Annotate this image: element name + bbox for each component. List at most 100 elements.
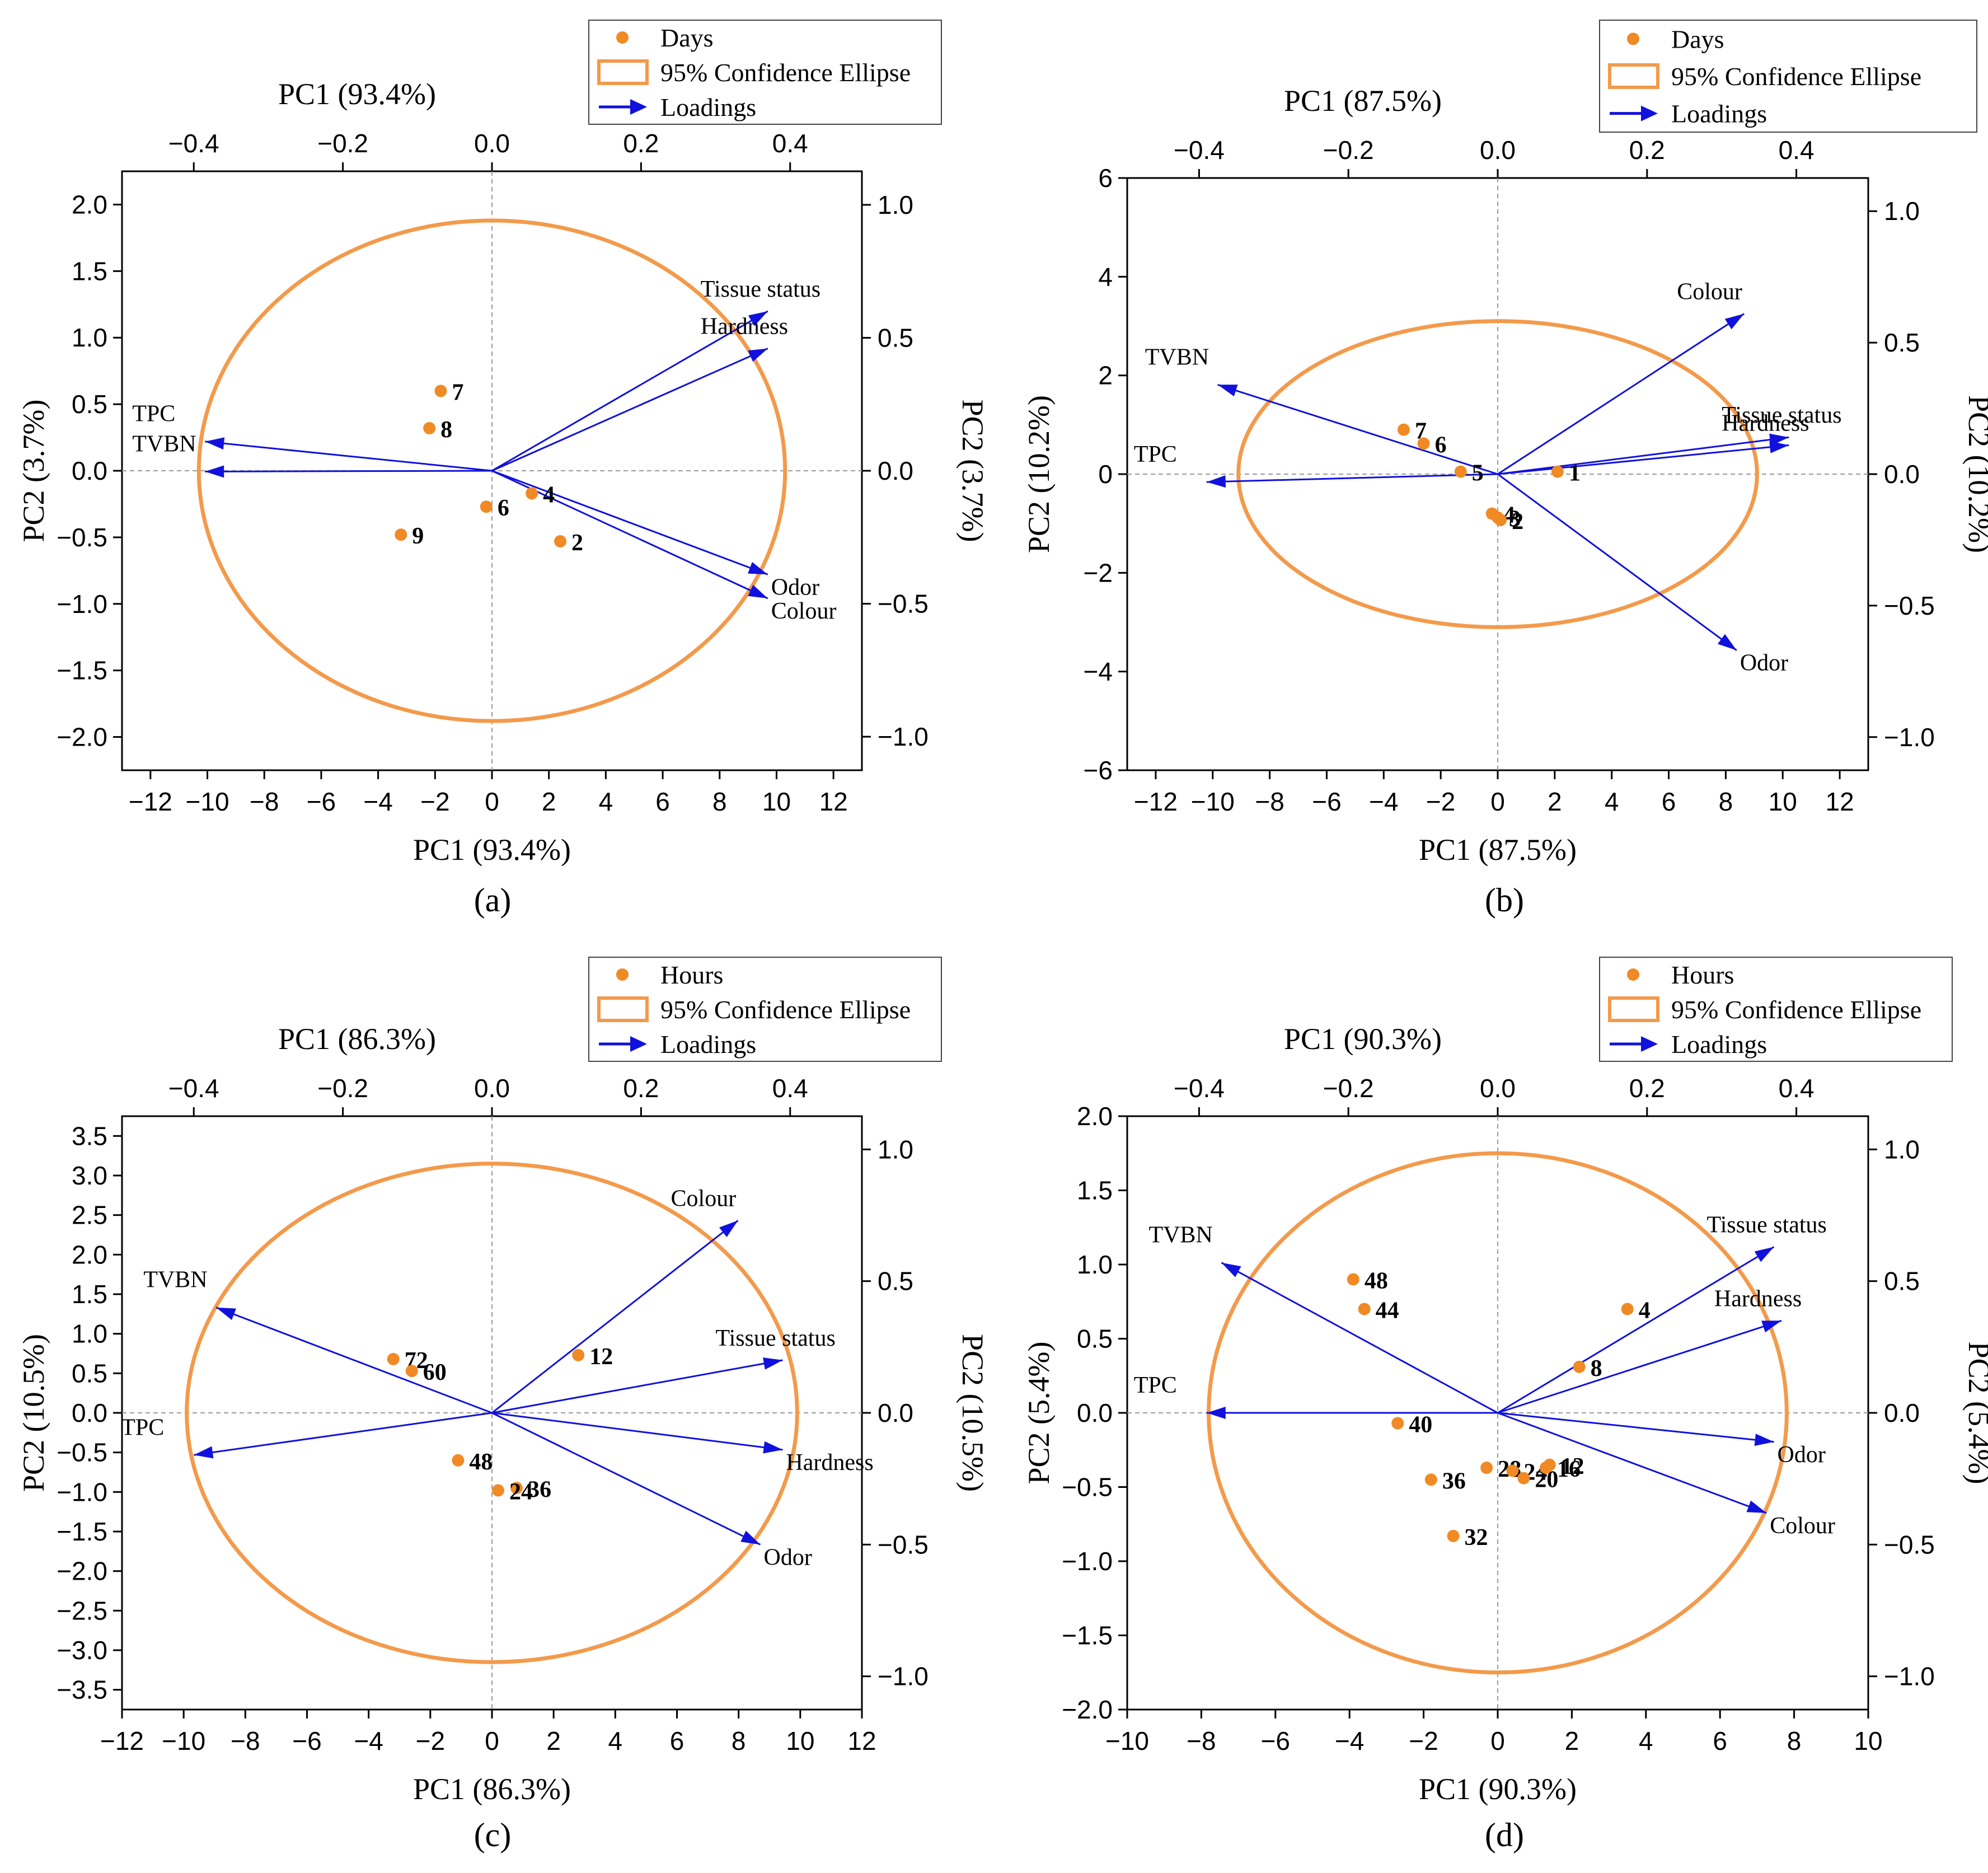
point-label: 36 xyxy=(1442,1468,1466,1494)
loading-label: Hardness xyxy=(1722,410,1809,436)
point-marker xyxy=(1347,1273,1359,1286)
right-tick-label: 1.0 xyxy=(1884,1135,1920,1164)
point-marker xyxy=(423,422,436,434)
point-marker xyxy=(1417,437,1430,450)
loading-label: TVBN xyxy=(1148,1223,1212,1248)
loading-arrowhead xyxy=(1754,1247,1774,1262)
y-tick-label: 0.5 xyxy=(72,390,107,419)
point-label: 60 xyxy=(423,1360,447,1385)
loading-tvbn: TVBN xyxy=(1148,1223,1498,1414)
legend: Hours 95% Confidence Ellipse Loadings xyxy=(588,957,942,1062)
loading-arrowhead xyxy=(1754,1434,1774,1446)
y-tick-label: −1.5 xyxy=(57,656,107,685)
data-point-48: 48 xyxy=(452,1449,493,1475)
x-tick-label: −8 xyxy=(1187,1726,1216,1755)
legend-loading-arrowhead xyxy=(630,99,647,115)
top-tick-label: 0.4 xyxy=(772,129,808,158)
y-tick-label: −1.5 xyxy=(57,1517,107,1546)
top-tick-label: 0.0 xyxy=(474,1074,510,1103)
confidence-ellipse xyxy=(185,1162,799,1664)
x-tick-label: −12 xyxy=(100,1726,144,1755)
y-axis-title: PC2 (3.7%) xyxy=(17,400,50,542)
loading-arrow-line xyxy=(194,1412,493,1456)
y-tick-label: 0.0 xyxy=(72,456,107,485)
loading-colour: Colour xyxy=(1497,1412,1835,1539)
point-label: 4 xyxy=(543,482,555,508)
right-tick-label: 0.0 xyxy=(878,1398,913,1427)
top-tick-label: 0.0 xyxy=(1480,135,1516,165)
legend-ellipse-symbol xyxy=(1608,996,1659,1022)
y-tick-label: −6 xyxy=(1084,756,1113,785)
x-tick-label: −6 xyxy=(1312,787,1341,816)
top-tick-label: 0.0 xyxy=(1480,1074,1516,1103)
loading-label: Colour xyxy=(771,598,837,624)
loading-arrowhead xyxy=(763,1441,783,1454)
loading-label: TVBN xyxy=(1145,344,1209,370)
point-label: 36 xyxy=(528,1477,551,1502)
loading-arrowhead xyxy=(748,584,768,599)
y-tick-label: −0.5 xyxy=(1062,1473,1113,1502)
x-tick-label: 0 xyxy=(1490,1726,1505,1755)
x-tick-label: −2 xyxy=(416,1726,445,1755)
loading-colour: Colour xyxy=(1497,279,1745,475)
legend-loadings-label: Loadings xyxy=(1671,100,1767,128)
x-axis-title: PC1 (93.4%) xyxy=(413,833,571,867)
y-tick-label: −4 xyxy=(1084,657,1113,686)
loading-arrow-line xyxy=(1217,383,1498,475)
top-tick-label: −0.2 xyxy=(317,1074,368,1103)
y-tick-label: −3.0 xyxy=(57,1636,107,1665)
top-tick-label: −0.2 xyxy=(317,129,368,158)
loading-arrow-line xyxy=(1497,313,1745,475)
point-marker xyxy=(480,500,493,513)
loading-tissue-status: Tissue status xyxy=(491,277,820,472)
y-tick-label: 3.5 xyxy=(72,1121,107,1150)
x-tick-label: 2 xyxy=(1548,787,1562,816)
loading-arrowhead xyxy=(748,348,768,362)
point-label: 40 xyxy=(1409,1412,1432,1438)
loading-label: TPC xyxy=(132,401,175,427)
y-tick-label: 0 xyxy=(1098,460,1113,489)
loading-hardness: Hardness xyxy=(1497,410,1809,475)
x-tick-label: 6 xyxy=(1662,787,1676,816)
right-tick-label: 0.5 xyxy=(878,1267,913,1296)
loading-arrow-line xyxy=(205,441,493,472)
data-point-44: 44 xyxy=(1358,1298,1399,1324)
right-tick-label: −1.0 xyxy=(878,722,929,751)
x-tick-label: 4 xyxy=(1605,787,1619,816)
top-tick-label: −0.4 xyxy=(1174,135,1225,165)
y-tick-label: −2.0 xyxy=(57,1557,107,1586)
data-point-60: 60 xyxy=(405,1360,447,1385)
y-tick-label: 2.0 xyxy=(72,190,107,219)
loading-tvbn: TVBN xyxy=(143,1267,493,1414)
x-tick-label: −10 xyxy=(1191,787,1235,816)
point-label: 2 xyxy=(1512,509,1523,535)
loading-label: TPC xyxy=(1134,1373,1177,1398)
point-label: 8 xyxy=(440,417,452,443)
point-marker xyxy=(1358,1303,1371,1315)
right-tick-label: 1.0 xyxy=(878,190,913,219)
point-marker xyxy=(1480,1462,1493,1474)
x-tick-label: −6 xyxy=(307,787,336,816)
x-tick-label: 10 xyxy=(786,1726,814,1755)
x-tick-label: 6 xyxy=(1713,1726,1727,1755)
x-tick-label: 0 xyxy=(485,787,499,816)
x-axis-title: PC1 (90.3%) xyxy=(1419,1772,1577,1806)
y-tick-label: 1.5 xyxy=(1077,1176,1113,1205)
point-marker xyxy=(1424,1473,1437,1486)
loading-arrow-line xyxy=(1497,444,1789,475)
y-tick-label: −1.0 xyxy=(57,1477,107,1506)
x-tick-label: 0 xyxy=(485,1726,499,1755)
data-point-40: 40 xyxy=(1391,1412,1432,1438)
right-tick-label: −0.5 xyxy=(1884,1530,1935,1559)
top-tick-label: −0.2 xyxy=(1323,1074,1374,1103)
loading-arrowhead xyxy=(194,1446,214,1459)
legend-points-label: Hours xyxy=(660,961,723,989)
loading-tvbn: TVBN xyxy=(1145,344,1498,475)
x-tick-label: 8 xyxy=(1787,1726,1802,1755)
x-tick-label: 8 xyxy=(1719,787,1733,816)
right-tick-label: 0.5 xyxy=(1884,1267,1920,1296)
loading-tpc: TPC xyxy=(1134,442,1498,488)
point-marker xyxy=(492,1484,505,1497)
point-label: 8 xyxy=(1591,1356,1602,1382)
legend-loadings-label: Loadings xyxy=(660,93,756,121)
